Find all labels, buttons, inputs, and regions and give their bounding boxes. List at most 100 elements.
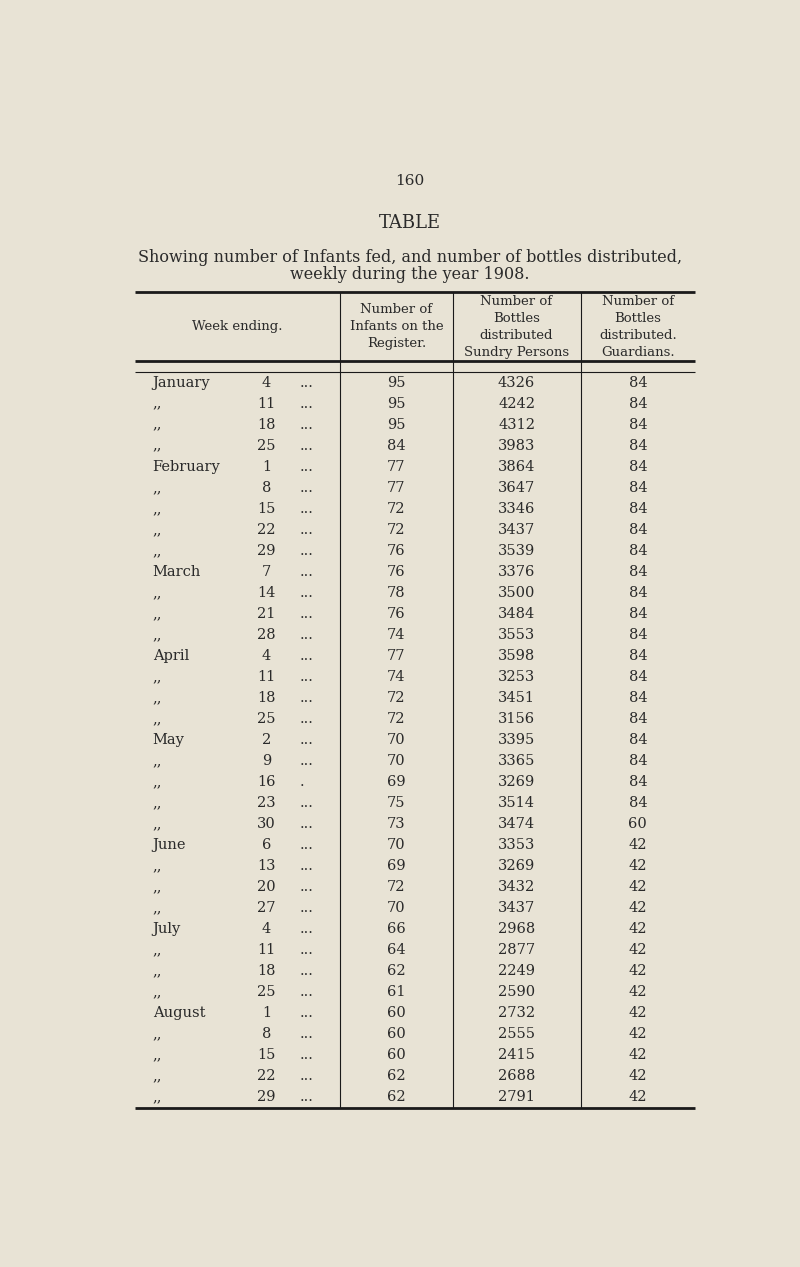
- Text: 7: 7: [262, 565, 271, 579]
- Text: Number of
Bottles
distributed
Sundry Persons: Number of Bottles distributed Sundry Per…: [464, 295, 569, 359]
- Text: 11: 11: [258, 670, 276, 684]
- Text: Number of
Infants on the
Register.: Number of Infants on the Register.: [350, 303, 443, 351]
- Text: 2791: 2791: [498, 1090, 535, 1104]
- Text: ...: ...: [300, 1069, 314, 1083]
- Text: 9: 9: [262, 754, 271, 768]
- Text: ...: ...: [300, 502, 314, 516]
- Text: weekly during the year 1908.: weekly during the year 1908.: [290, 266, 530, 283]
- Text: 77: 77: [387, 460, 406, 474]
- Text: 69: 69: [387, 859, 406, 873]
- Text: 42: 42: [629, 859, 647, 873]
- Text: Showing number of Infants fed, and number of bottles distributed,: Showing number of Infants fed, and numbe…: [138, 250, 682, 266]
- Text: 11: 11: [258, 943, 276, 957]
- Text: 25: 25: [258, 712, 276, 726]
- Text: 42: 42: [629, 1028, 647, 1041]
- Text: 160: 160: [395, 174, 425, 188]
- Text: 15: 15: [258, 1048, 276, 1062]
- Text: 72: 72: [387, 712, 406, 726]
- Text: 70: 70: [387, 754, 406, 768]
- Text: 3156: 3156: [498, 712, 535, 726]
- Text: 1: 1: [262, 460, 271, 474]
- Text: 2249: 2249: [498, 964, 535, 978]
- Text: ...: ...: [300, 438, 314, 452]
- Text: 74: 74: [387, 628, 406, 642]
- Text: ...: ...: [300, 1028, 314, 1041]
- Text: 4: 4: [262, 922, 271, 936]
- Text: May: May: [153, 732, 185, 748]
- Text: 70: 70: [387, 837, 406, 851]
- Text: ,,: ,,: [153, 943, 162, 957]
- Text: ,,: ,,: [153, 1090, 162, 1104]
- Text: ...: ...: [300, 732, 314, 748]
- Text: ...: ...: [300, 943, 314, 957]
- Text: ,,: ,,: [153, 775, 162, 789]
- Text: 78: 78: [387, 585, 406, 599]
- Text: 84: 84: [629, 397, 647, 411]
- Text: 3353: 3353: [498, 837, 535, 851]
- Text: August: August: [153, 1006, 205, 1020]
- Text: ,,: ,,: [153, 1069, 162, 1083]
- Text: 22: 22: [258, 1069, 276, 1083]
- Text: 76: 76: [387, 565, 406, 579]
- Text: 62: 62: [387, 1069, 406, 1083]
- Text: ...: ...: [300, 480, 314, 495]
- Text: 3647: 3647: [498, 480, 535, 495]
- Text: 84: 84: [629, 775, 647, 789]
- Text: 77: 77: [387, 480, 406, 495]
- Text: ...: ...: [300, 691, 314, 704]
- Text: 84: 84: [387, 438, 406, 452]
- Text: ...: ...: [300, 418, 314, 432]
- Text: ,,: ,,: [153, 607, 162, 621]
- Text: 3365: 3365: [498, 754, 535, 768]
- Text: ...: ...: [300, 460, 314, 474]
- Text: 3500: 3500: [498, 585, 535, 599]
- Text: 3451: 3451: [498, 691, 535, 704]
- Text: 42: 42: [629, 837, 647, 851]
- Text: ,,: ,,: [153, 480, 162, 495]
- Text: ...: ...: [300, 1090, 314, 1104]
- Text: 2: 2: [262, 732, 271, 748]
- Text: 3598: 3598: [498, 649, 535, 663]
- Text: 72: 72: [387, 502, 406, 516]
- Text: ...: ...: [300, 796, 314, 810]
- Text: ,,: ,,: [153, 585, 162, 599]
- Text: ,,: ,,: [153, 881, 162, 895]
- Text: ,,: ,,: [153, 691, 162, 704]
- Text: Number of
Bottles
distributed.
Guardians.: Number of Bottles distributed. Guardians…: [599, 295, 677, 359]
- Text: 84: 84: [629, 544, 647, 557]
- Text: 84: 84: [629, 460, 647, 474]
- Text: 84: 84: [629, 607, 647, 621]
- Text: 3474: 3474: [498, 817, 535, 831]
- Text: June: June: [153, 837, 186, 851]
- Text: 72: 72: [387, 691, 406, 704]
- Text: ,,: ,,: [153, 712, 162, 726]
- Text: 3376: 3376: [498, 565, 535, 579]
- Text: 60: 60: [387, 1006, 406, 1020]
- Text: 22: 22: [258, 523, 276, 537]
- Text: 20: 20: [258, 881, 276, 895]
- Text: 95: 95: [387, 418, 406, 432]
- Text: 84: 84: [629, 732, 647, 748]
- Text: 4326: 4326: [498, 376, 535, 390]
- Text: ...: ...: [300, 712, 314, 726]
- Text: 3432: 3432: [498, 881, 535, 895]
- Text: ...: ...: [300, 628, 314, 642]
- Text: 18: 18: [258, 418, 276, 432]
- Text: ,,: ,,: [153, 544, 162, 557]
- Text: 21: 21: [258, 607, 276, 621]
- Text: 66: 66: [387, 922, 406, 936]
- Text: 72: 72: [387, 881, 406, 895]
- Text: 62: 62: [387, 1090, 406, 1104]
- Text: 62: 62: [387, 964, 406, 978]
- Text: 84: 84: [629, 565, 647, 579]
- Text: 42: 42: [629, 1048, 647, 1062]
- Text: March: March: [153, 565, 201, 579]
- Text: 84: 84: [629, 649, 647, 663]
- Text: 3484: 3484: [498, 607, 535, 621]
- Text: 28: 28: [258, 628, 276, 642]
- Text: ...: ...: [300, 754, 314, 768]
- Text: .: .: [300, 775, 305, 789]
- Text: 11: 11: [258, 397, 276, 411]
- Text: ,,: ,,: [153, 397, 162, 411]
- Text: 70: 70: [387, 732, 406, 748]
